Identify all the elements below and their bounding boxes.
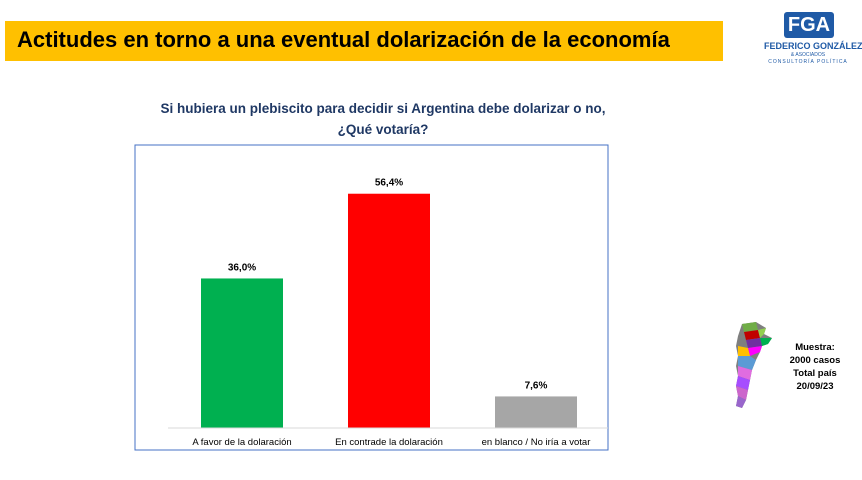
fga-logo: FGA FEDERICO GONZÁLEZ & ASOCIADOS CONSUL… [764,10,862,72]
logo-mark: FGA [784,12,834,38]
title-banner: Actitudes en torno a una eventual dolari… [5,21,723,61]
bar-3 [495,396,577,428]
category-label-3: en blanco / No iría a votar [482,437,591,448]
bar-group: 36,0% A favor de la dolaración 56,4% En con… [168,178,608,448]
data-label-3: 7,6% [525,380,548,391]
argentina-map-icon [736,322,772,408]
category-label-2: En contrade la dolaración [335,437,443,448]
logo-tagline: CONSULTORÍA POLÍTICA [768,59,848,65]
page-title: Actitudes en torno a una eventual dolari… [17,27,670,52]
bar-1 [201,278,283,428]
sample-info: Muestra: 2000 casos Total país 20/09/23 [780,341,850,393]
data-label-1: 36,0% [228,262,256,273]
chart-title-line1: Si hubiera un plebiscito para decidir si… [160,101,606,116]
chart-title-line2: ¿Qué votaría? [337,122,429,137]
category-label-1: A favor de la dolaración [192,437,291,448]
chart-title: Si hubiera un plebiscito para decidir si… [100,98,666,140]
sample-label: Muestra: [795,342,835,353]
logo-subtitle: & ASOCIADOS [790,52,826,58]
bar-2 [348,193,430,428]
data-label-2: 56,4% [375,178,403,189]
sample-cases: 2000 casos [789,355,841,366]
logo-name: FEDERICO GONZÁLEZ [764,41,862,51]
logo-letters: FGA [787,14,831,36]
sample-date: 20/09/23 [796,381,834,392]
sample-scope: Total país [793,368,837,379]
